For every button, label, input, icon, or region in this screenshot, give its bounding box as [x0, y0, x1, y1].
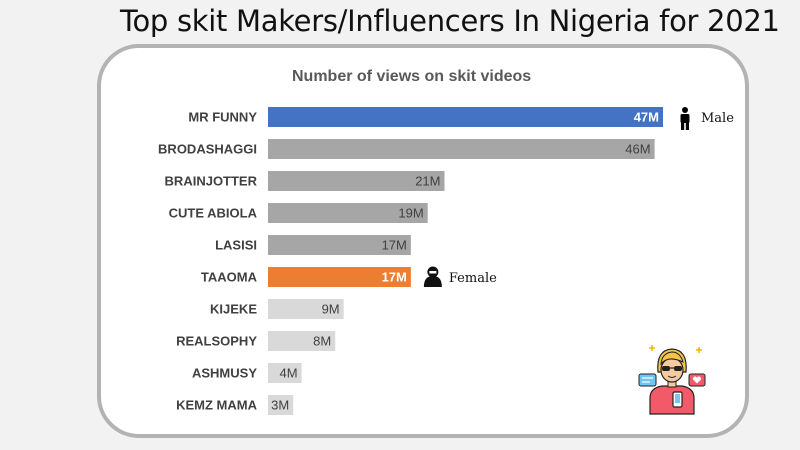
- page-title: Top skit Makers/Influencers In Nigeria f…: [120, 4, 780, 38]
- category-label: LASISI: [215, 238, 257, 253]
- data-label: 8M: [313, 334, 331, 349]
- category-label: ASHMUSY: [192, 366, 257, 381]
- bar: [268, 299, 344, 319]
- category-label: BRODASHAGGI: [158, 142, 257, 157]
- data-label: 17M: [382, 270, 407, 285]
- data-label: 47M: [634, 110, 659, 125]
- data-label: 46M: [625, 142, 650, 157]
- annotation-label: Male: [701, 111, 734, 126]
- influencer-illustration-icon: [638, 345, 706, 415]
- category-label: REALSOPHY: [176, 334, 257, 349]
- data-label: 17M: [382, 238, 407, 253]
- data-label: 19M: [398, 206, 423, 221]
- bar: [268, 267, 411, 287]
- bar: [268, 139, 655, 159]
- data-label: 3M: [271, 398, 289, 413]
- bar: [268, 107, 663, 127]
- bar: [268, 235, 411, 255]
- category-label: KIJEKE: [210, 302, 257, 317]
- bar: [268, 171, 445, 191]
- data-label: 21M: [415, 174, 440, 189]
- male-person-icon: [680, 107, 690, 130]
- category-label: CUTE ABIOLA: [169, 206, 258, 221]
- category-label: MR FUNNY: [188, 110, 257, 125]
- bar: [268, 395, 294, 415]
- bar: [268, 203, 428, 223]
- category-label: KEMZ MAMA: [176, 398, 257, 413]
- category-label: TAAOMA: [201, 270, 258, 285]
- bar: [268, 363, 302, 383]
- female-person-icon: [423, 266, 442, 287]
- category-label: BRAINJOTTER: [165, 174, 258, 189]
- chart-title: Number of views on skit videos: [292, 68, 532, 85]
- data-label: 4M: [280, 366, 298, 381]
- annotation-label: Female: [449, 271, 497, 286]
- bar: [268, 331, 336, 351]
- data-label: 9M: [322, 302, 340, 317]
